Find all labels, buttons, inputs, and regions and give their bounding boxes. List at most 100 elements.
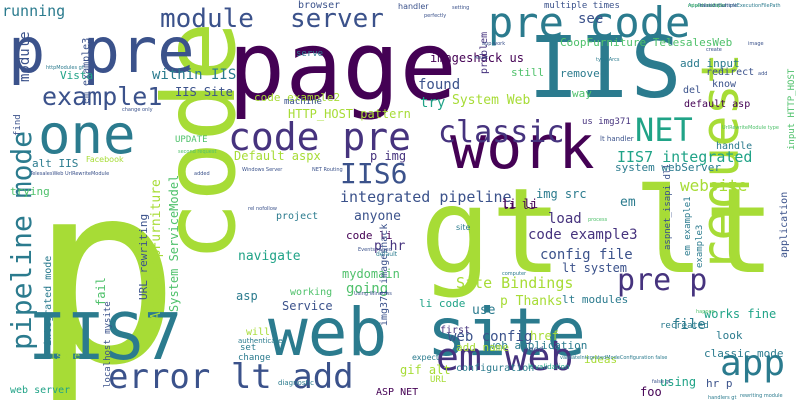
cloud-word: handler [398, 2, 429, 11]
cloud-word: CoopFurniture TelesalesWeb [560, 36, 733, 49]
cloud-word: gt lt [420, 162, 776, 300]
cloud-word: example1 [42, 82, 163, 111]
cloud-word: li li [502, 199, 536, 212]
cloud-word: added [194, 171, 210, 177]
cloud-word: aspnet_isapi dll [663, 163, 673, 250]
cloud-word: IIS [528, 19, 682, 118]
cloud-word: work [450, 113, 595, 183]
cloud-word: alt IIS [32, 157, 79, 170]
cloud-word: default asp [684, 99, 751, 110]
cloud-word: handle [716, 141, 753, 152]
cloud-word: img371 imageshack [379, 223, 390, 326]
cloud-word: classic [438, 115, 565, 150]
cloud-word: second request [178, 149, 217, 155]
cloud-word: pre code [488, 0, 691, 47]
cloud-word: working [290, 287, 333, 298]
cloud-word: NET [635, 111, 693, 149]
cloud-word: serve [296, 49, 324, 59]
cloud-word: web site [268, 294, 586, 371]
cloud-word: HTTP_HOST pattern [288, 107, 411, 121]
cloud-word: Site Bindings [456, 274, 574, 292]
cloud-word: href [530, 329, 559, 343]
cloud-word: web server [10, 385, 71, 396]
cloud-word: System Web [452, 93, 531, 108]
cloud-word: NET Routing [312, 167, 343, 173]
cloud-word: look [716, 329, 743, 342]
cloud-word: Facebook [86, 155, 124, 164]
cloud-word: Default aspx [234, 149, 321, 163]
cloud-word: p pre [8, 14, 195, 87]
cloud-word: gif alt [400, 363, 451, 377]
cloud-word: del [683, 85, 702, 96]
cloud-word: set [240, 343, 257, 353]
cloud-word: em [620, 195, 636, 210]
cloud-word: perfectly [424, 13, 447, 19]
cloud-word: mydomain [342, 267, 400, 281]
cloud-word: within IIS [152, 67, 237, 83]
cloud-word: false gt [652, 379, 671, 385]
cloud-word: configuration [456, 363, 535, 374]
cloud-word: page [228, 12, 457, 122]
cloud-word: expect [412, 353, 440, 362]
cloud-word: change [238, 353, 271, 363]
cloud-word: browser [298, 0, 341, 11]
cloud-word: httpModules gt [46, 65, 84, 71]
cloud-word: module [160, 4, 254, 34]
cloud-word: asp [236, 289, 258, 303]
cloud-word: img src [536, 187, 587, 201]
cloud-word: lt system [562, 261, 628, 275]
cloud-word: recreated [660, 321, 709, 331]
cloud-word: p [30, 129, 181, 400]
cloud-word: li code [419, 297, 466, 310]
cloud-word: localhost mysite [103, 301, 113, 388]
cloud-word: config file [540, 247, 633, 263]
cloud-word: file [672, 317, 706, 333]
cloud-word: p img [370, 149, 407, 163]
cloud-word: imageshack us [430, 51, 524, 65]
cloud-word: rel nofollow [248, 206, 277, 212]
cloud-word: Service [282, 299, 333, 313]
cloud-word: anyone [354, 209, 401, 224]
cloud-word: website [680, 176, 748, 195]
cloud-word: will [246, 327, 271, 338]
cloud-word: computer [502, 271, 527, 277]
cloud-word: URL rewriting [137, 213, 150, 300]
cloud-word: UPDATE [175, 135, 208, 145]
cloud-word: web config [448, 329, 533, 345]
cloud-word: module [17, 31, 33, 82]
cloud-word: lt validation [528, 363, 570, 371]
cloud-word: process [588, 217, 608, 223]
cloud-word: add [758, 71, 768, 77]
cloud-word: Using Windows [354, 291, 392, 297]
cloud-word: load [548, 211, 582, 227]
cloud-word: hr p [706, 377, 733, 390]
cloud-word: IIS7 integrated [617, 148, 753, 166]
cloud-word: p Thanks [500, 294, 563, 309]
cloud-word: input HTTP_HOST [787, 68, 797, 150]
cloud-word: authenticate [238, 337, 283, 345]
cloud-word: use [472, 303, 496, 318]
cloud-word: change only [122, 107, 153, 113]
cloud-word: going [346, 281, 389, 297]
cloud-word: know [712, 79, 737, 90]
cloud-word: multiple times [544, 1, 620, 11]
cloud-word: project [276, 211, 319, 222]
cloud-word: Vista [60, 69, 94, 82]
cloud-word: handlers gt [708, 395, 737, 400]
cloud-word: app [720, 343, 786, 384]
cloud-word: raised multiple [688, 3, 726, 9]
cloud-word: us img371 [582, 117, 631, 127]
cloud-word: li li [502, 197, 539, 211]
cloud-word: problem [479, 31, 490, 74]
cloud-word: removed [560, 67, 607, 80]
cloud-word: site [456, 223, 471, 232]
cloud-word: create [706, 47, 722, 53]
cloud-word: using [660, 375, 697, 389]
cloud-word: result [474, 55, 489, 61]
cloud-word: example3 [695, 224, 705, 268]
cloud-word: application [779, 191, 790, 258]
cloud-word: try [420, 95, 446, 111]
cloud-word: type Arcs [596, 57, 620, 63]
cloud-word: foo [640, 385, 662, 399]
